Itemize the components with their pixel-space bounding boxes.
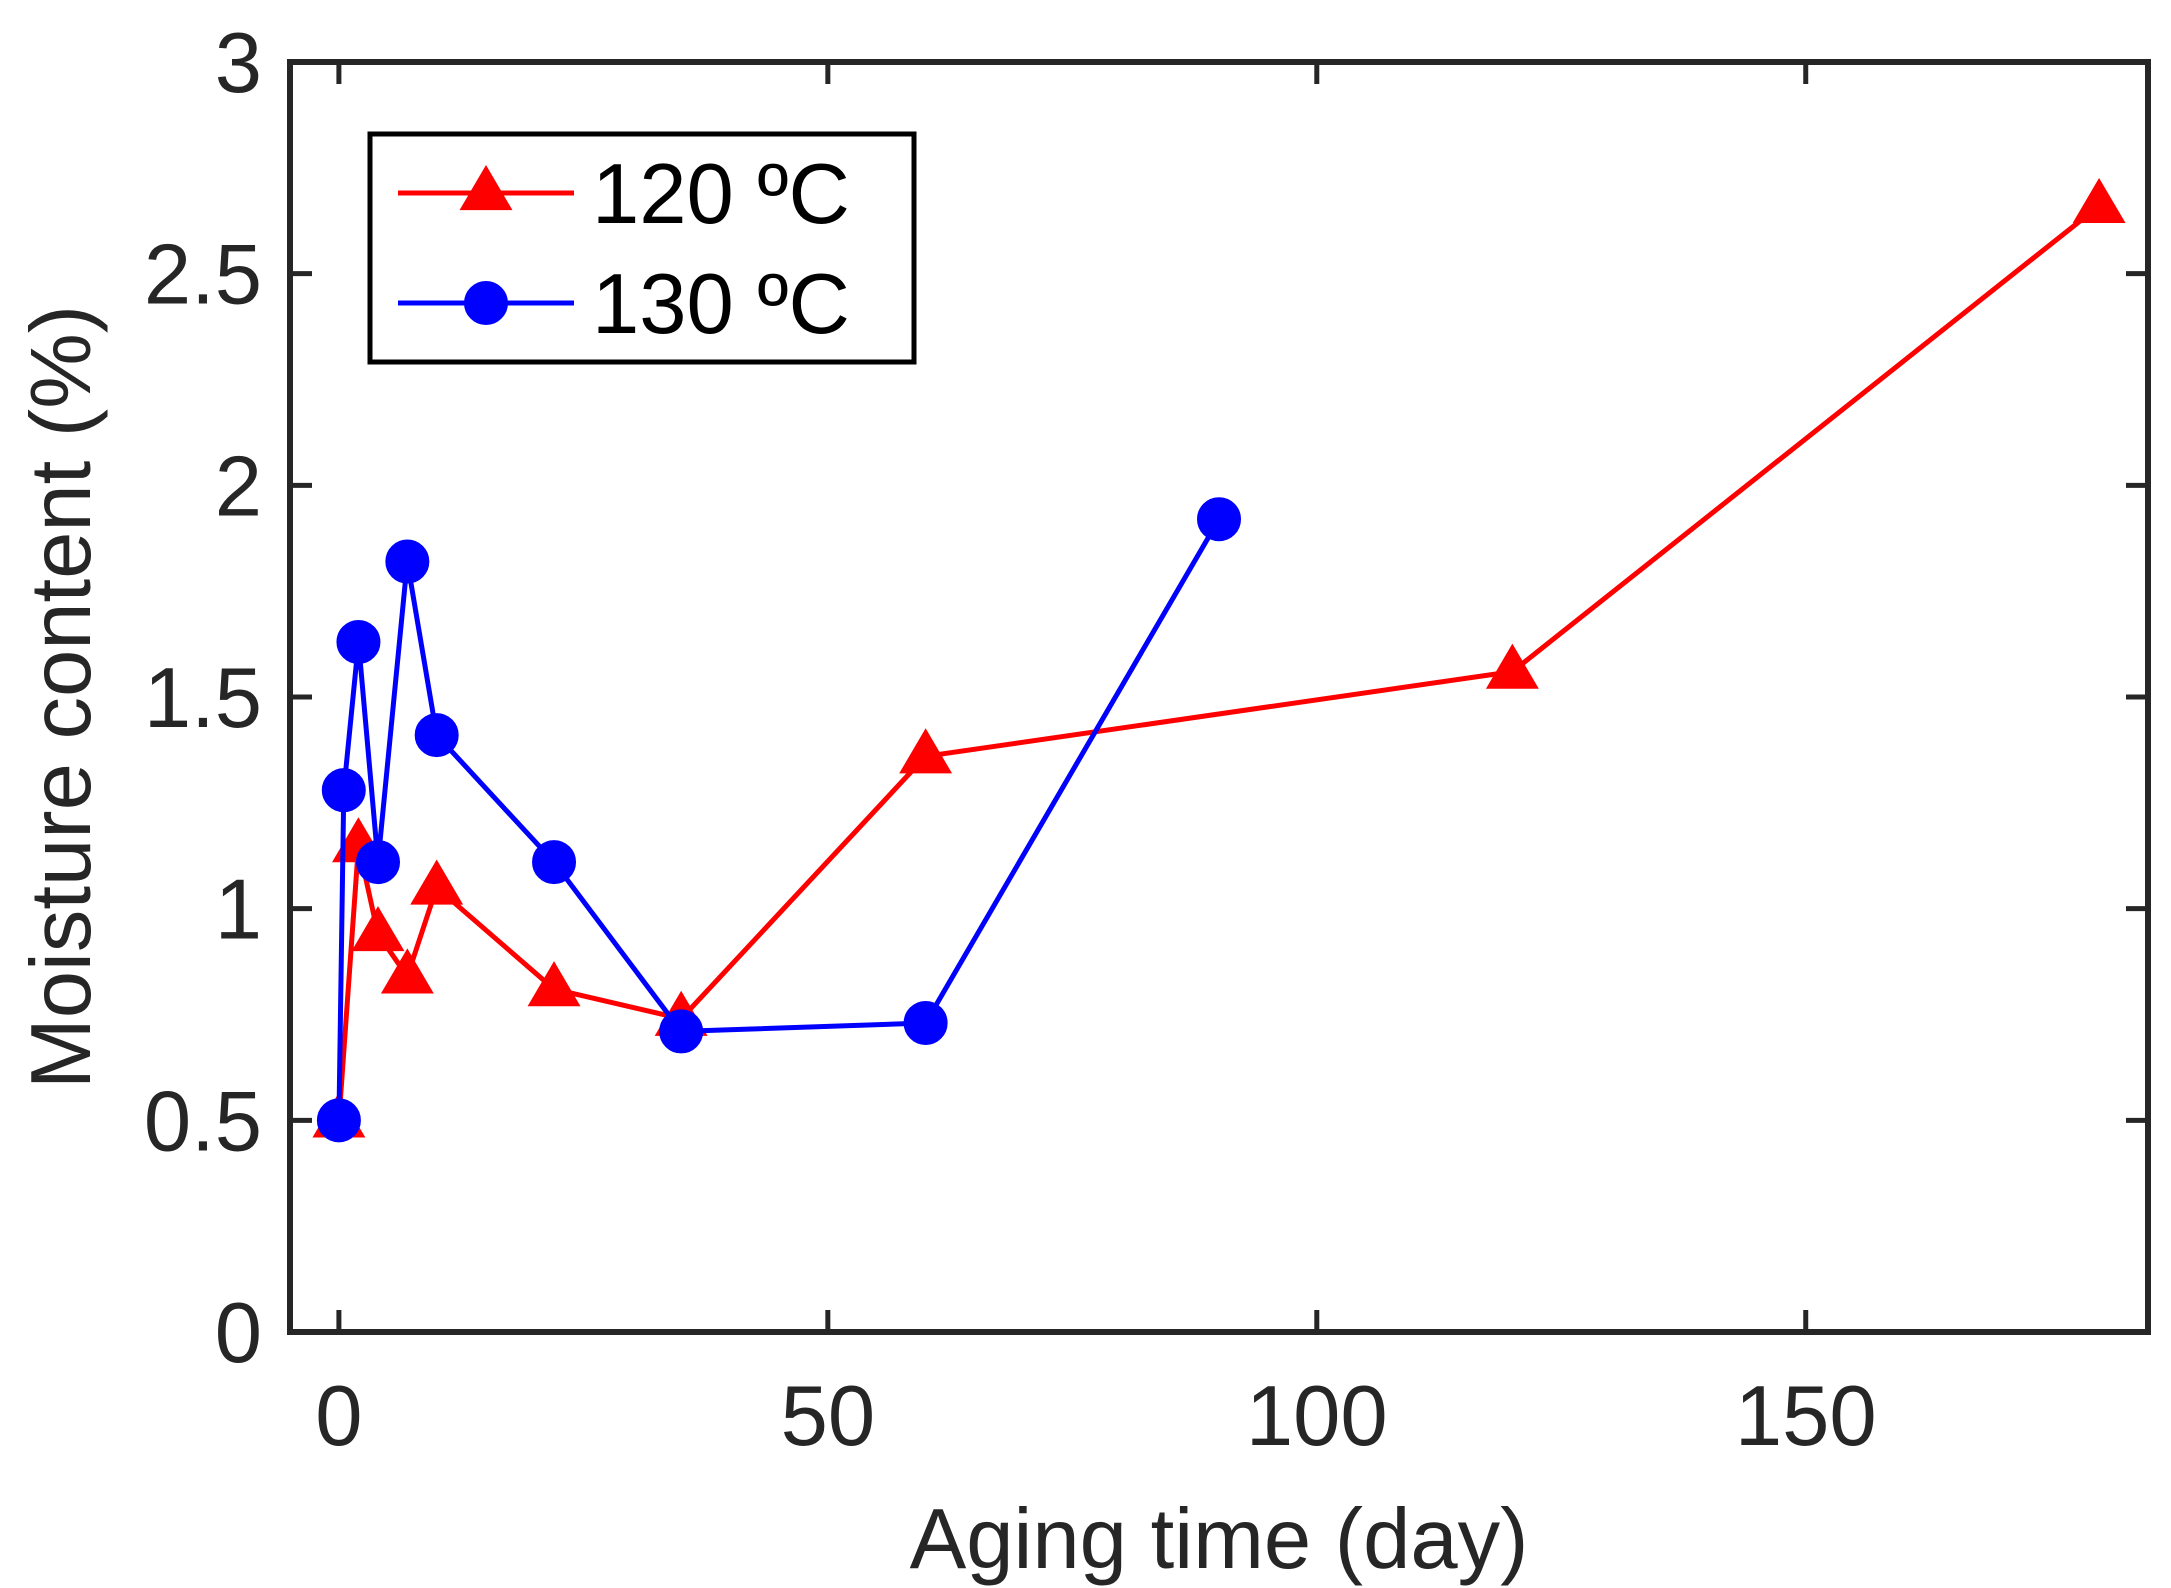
triangle-marker (1485, 643, 1539, 689)
data-series (312, 177, 2126, 1143)
y-tick-label: 0.5 (144, 1074, 262, 1169)
y-tick-label: 2.5 (144, 228, 262, 323)
y-tick-label: 0 (215, 1286, 262, 1381)
y-tick-label: 3 (215, 16, 262, 111)
circle-marker (356, 840, 401, 885)
series-line (336, 517, 1222, 1121)
y-tick-label: 2 (215, 439, 262, 534)
tick-labels: 0 50 100 150 0 0.5 1 1.5 2 2.5 3 (144, 16, 1877, 1464)
x-axis-label: Aging time (day) (910, 1492, 1529, 1587)
triangle-marker (410, 859, 464, 905)
series-line (336, 203, 2101, 1121)
y-tick-label: 1.5 (144, 651, 262, 746)
y-axis-label: Moisture content (%) (14, 305, 109, 1089)
circle-marker (903, 1000, 948, 1045)
legend: 120 ºC 130 ºC (367, 131, 917, 365)
triangle-marker (380, 948, 434, 994)
plot-frame (287, 59, 2151, 1335)
x-tick-label: 100 (1246, 1369, 1388, 1464)
legend-label: 130 ºC (592, 257, 850, 352)
triangle-marker (2072, 177, 2126, 224)
legend-items: 120 ºC 130 ºC (398, 147, 850, 352)
triangle-marker (527, 961, 581, 1007)
circle-marker (321, 768, 366, 813)
circle-marker (659, 1009, 704, 1054)
circle-marker (336, 619, 381, 664)
circle-marker (532, 840, 577, 885)
series-2 (316, 497, 1241, 1143)
circle-marker (1197, 497, 1241, 542)
tick-marks (290, 59, 2148, 1335)
legend-entry-2: 130 ºC (398, 257, 850, 352)
legend-triangle-marker (459, 165, 513, 211)
circle-marker (385, 539, 430, 584)
circle-marker (316, 1098, 361, 1143)
x-tick-label: 0 (315, 1369, 362, 1464)
x-tick-label: 50 (781, 1369, 876, 1464)
triangle-marker (351, 906, 405, 952)
legend-label: 120 ºC (592, 147, 850, 242)
x-tick-label: 150 (1735, 1369, 1877, 1464)
legend-entry-1: 120 ºC (398, 147, 850, 242)
circle-marker (414, 713, 459, 758)
triangle-marker (899, 728, 953, 774)
legend-box (367, 131, 917, 365)
legend-circle-marker (464, 281, 508, 325)
y-tick-label: 1 (215, 863, 262, 958)
